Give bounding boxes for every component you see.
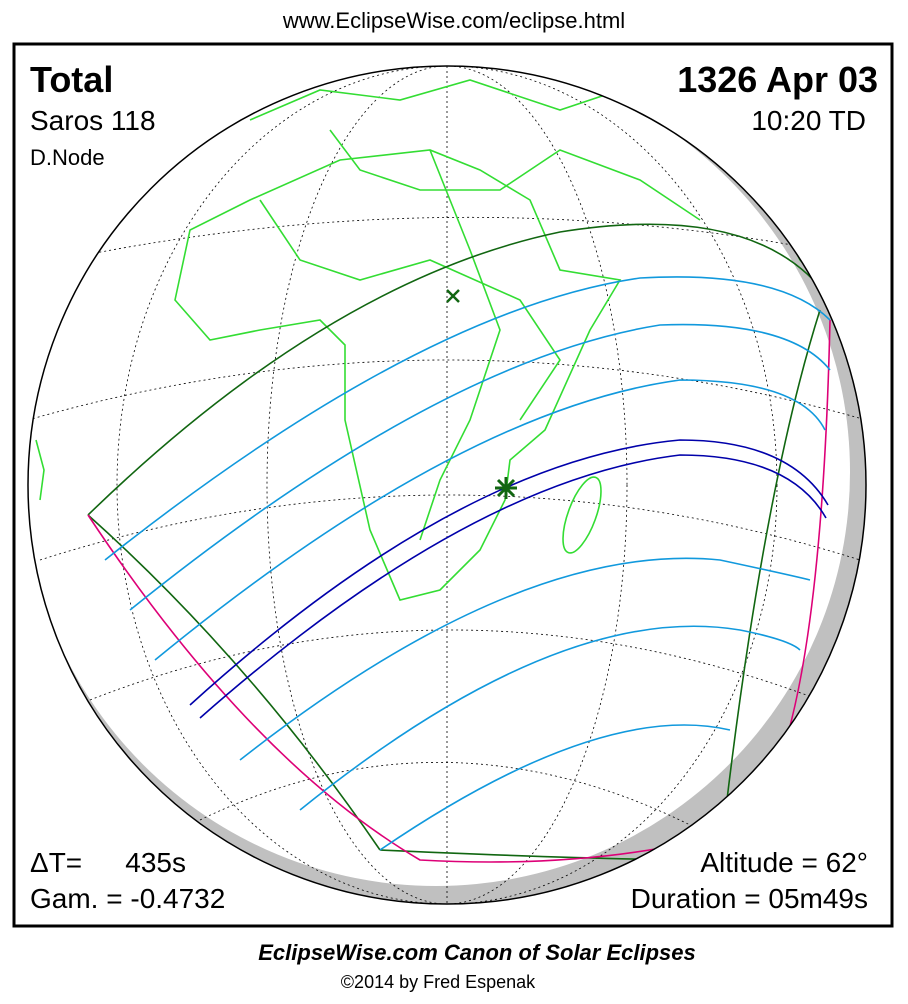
globe (28, 66, 866, 904)
altitude: Altitude = 62° (700, 847, 868, 878)
delta-t-label: ΔT= (30, 847, 82, 878)
footer-title: EclipseWise.com Canon of Solar Eclipses (258, 940, 696, 965)
eclipse-paths (87, 223, 831, 863)
time: 10:20 TD (751, 105, 866, 136)
saros: Saros 118 (30, 105, 156, 136)
graticule (28, 66, 866, 904)
gamma: Gam. = -0.4732 (30, 883, 225, 914)
node: D.Node (30, 145, 105, 170)
eclipse-type: Total (30, 59, 113, 100)
globe-outline (27, 65, 867, 905)
url: www.EclipseWise.com/eclipse.html (282, 8, 625, 33)
date: 1326 Apr 03 (677, 59, 878, 100)
greatest-eclipse (495, 477, 517, 499)
greatest-eclipse-start (446, 289, 460, 303)
duration: Duration = 05m49s (631, 883, 868, 914)
copyright: ©2014 by Fred Espenak (341, 972, 536, 992)
delta-t: 435s (125, 847, 186, 878)
